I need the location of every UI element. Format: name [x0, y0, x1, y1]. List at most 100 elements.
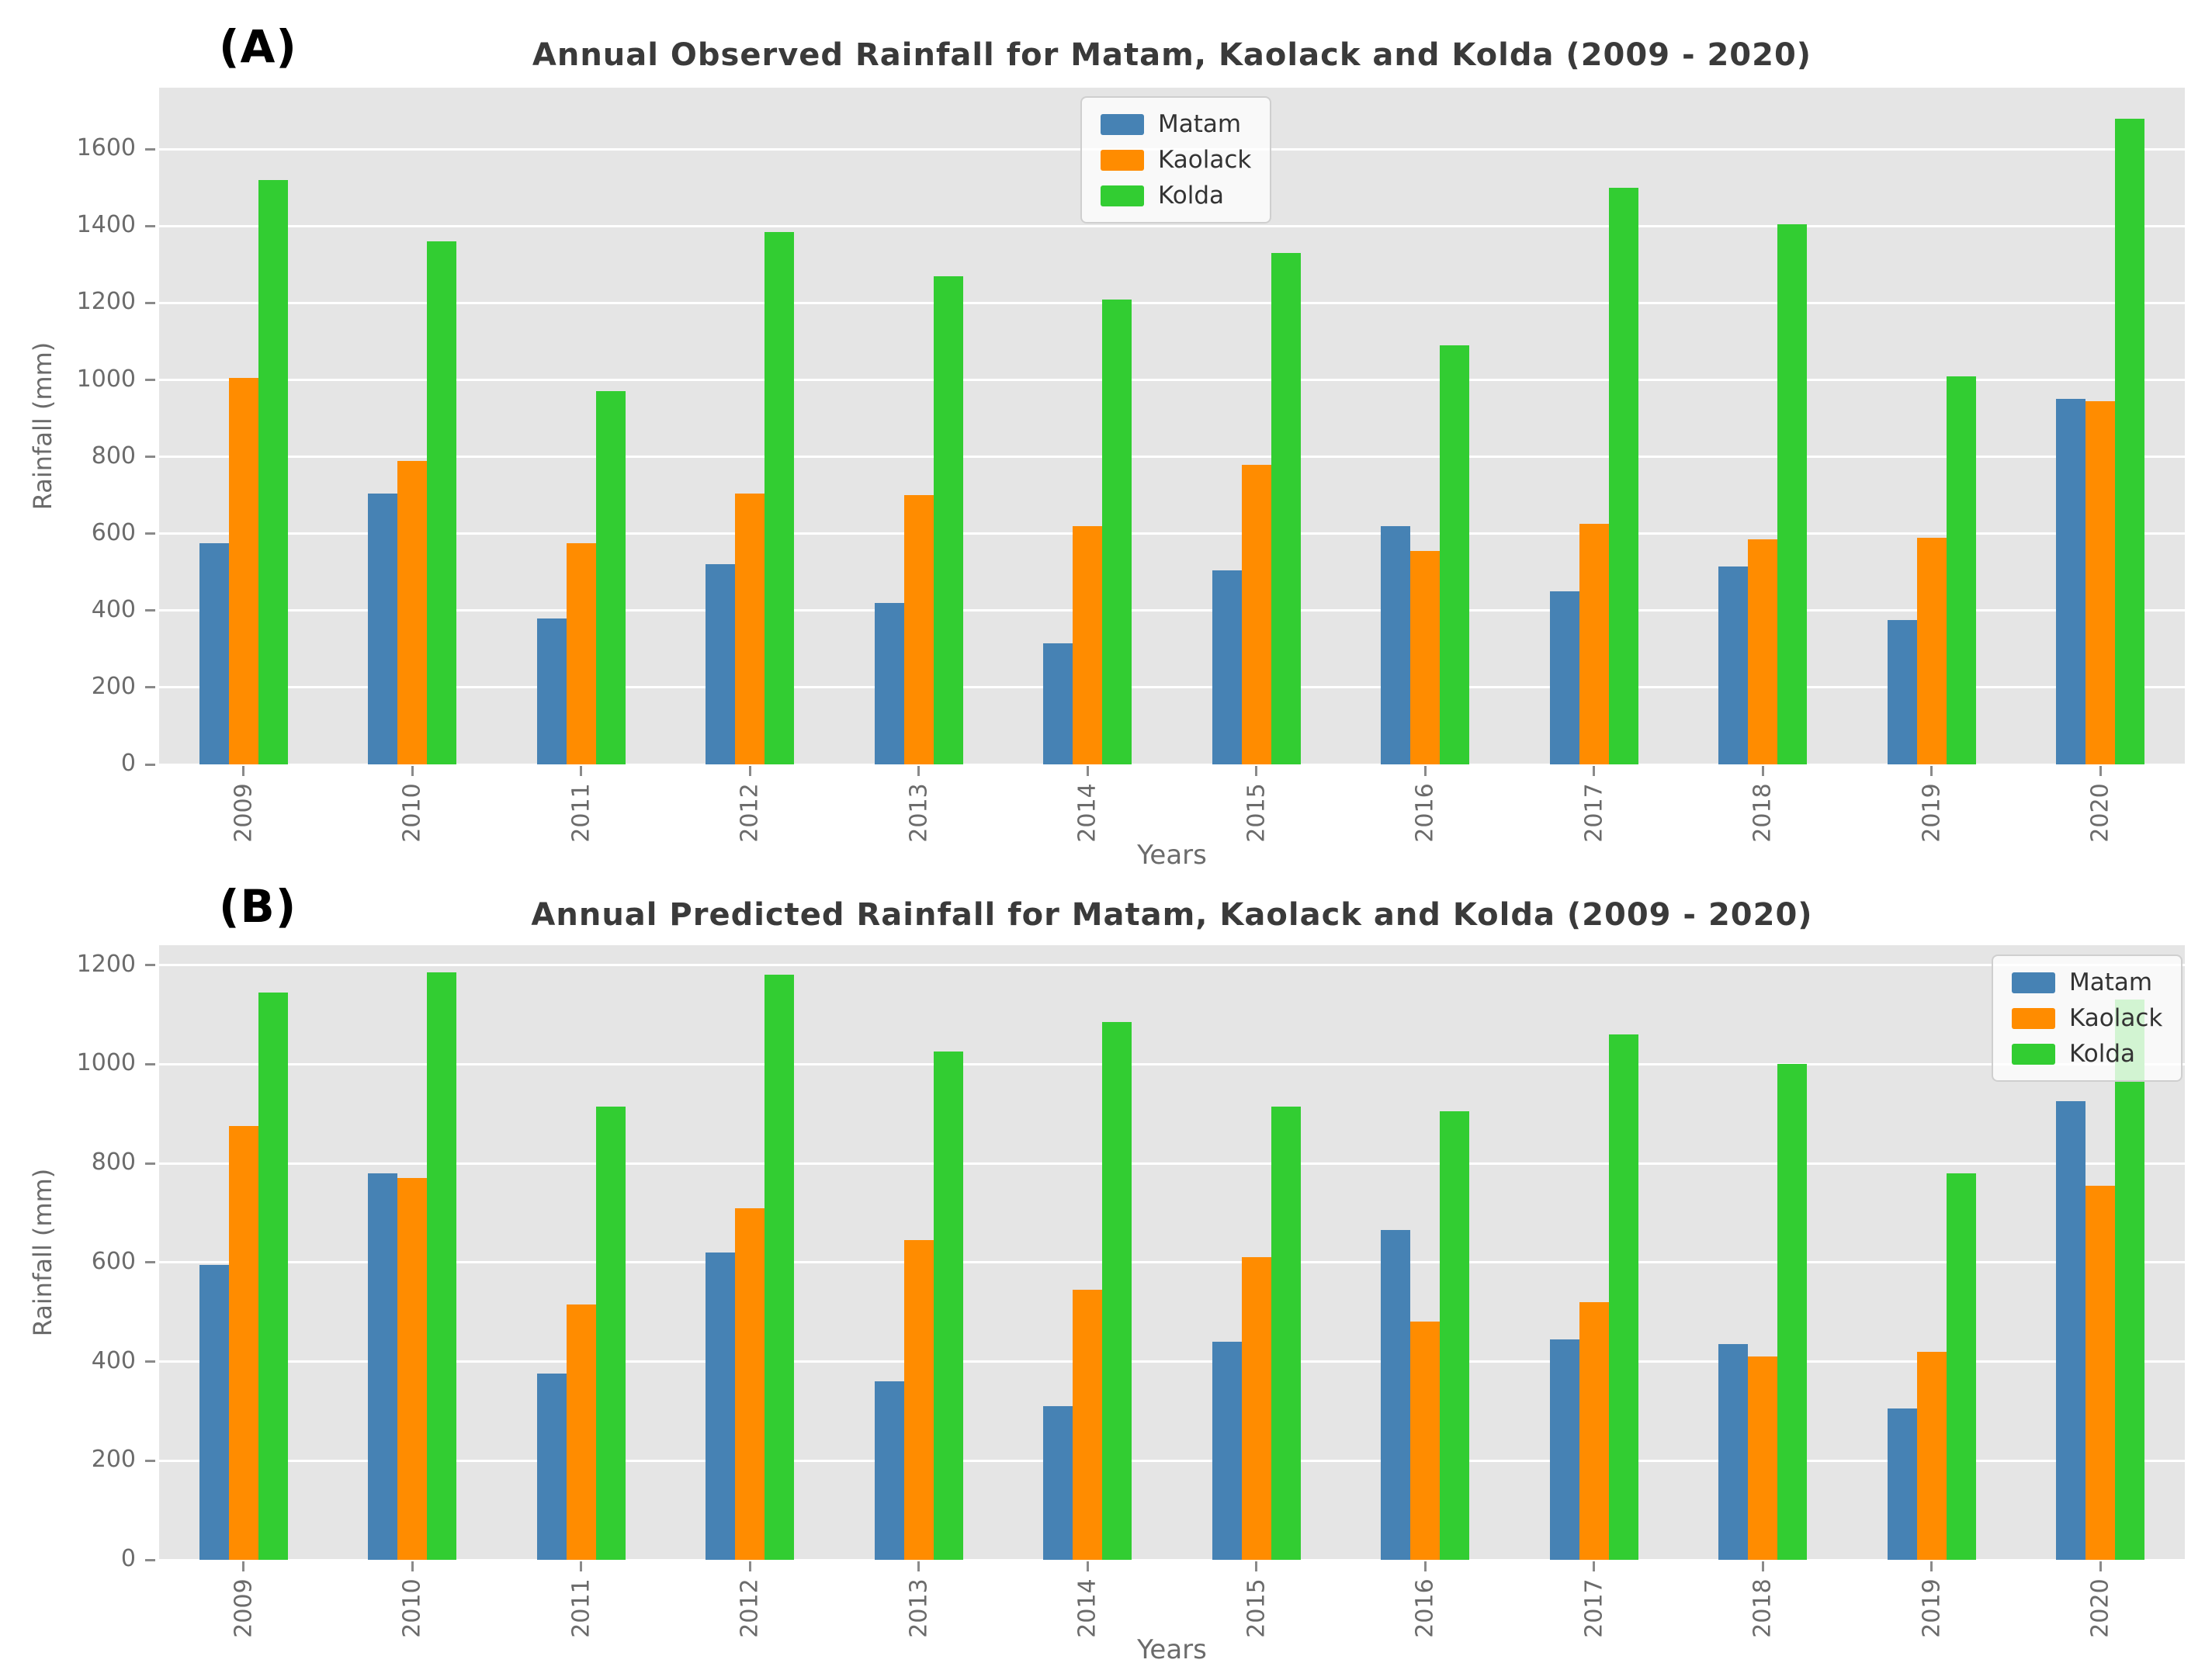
x-tick-label: 2009: [230, 1578, 258, 1638]
y-tick-mark: [145, 456, 155, 459]
bar-matam-2011: [536, 1374, 567, 1560]
x-tick-mark: [1761, 766, 1764, 776]
y-tick-mark: [145, 1162, 155, 1165]
bar-matam-2015: [1212, 570, 1242, 764]
bar-kolda-2010: [427, 241, 457, 764]
x-tick-mark: [411, 1561, 414, 1571]
bar-matam-2014: [1043, 1406, 1073, 1560]
x-tick-label: 2018: [1749, 1578, 1777, 1638]
x-tick-label: 2016: [1411, 783, 1439, 843]
x-tick-mark: [1255, 1561, 1258, 1571]
bar-kolda-2013: [933, 1052, 963, 1560]
legend-swatch-kolda: [2012, 1043, 2055, 1065]
bar-matam-2017: [1549, 591, 1579, 764]
bar-kolda-2011: [595, 1106, 626, 1560]
chart-title-observed: Annual Observed Rainfall for Matam, Kaol…: [532, 37, 1812, 73]
bar-kaolack-2009: [228, 378, 258, 764]
gridline: [159, 224, 2185, 227]
x-tick-label: 2011: [567, 783, 595, 843]
y-tick-mark: [145, 1459, 155, 1462]
x-tick-mark: [2099, 1561, 2102, 1571]
legend-swatch-kolda: [1101, 185, 1144, 206]
y-tick-mark: [145, 379, 155, 382]
bar-kolda-2017: [1608, 187, 1638, 764]
y-tick-label: 1000: [76, 365, 136, 393]
bar-kolda-2009: [258, 992, 288, 1560]
bar-kolda-2010: [427, 972, 457, 1560]
x-tick-mark: [1423, 766, 1427, 776]
bar-kaolack-2009: [228, 1126, 258, 1560]
legend-predicted: Matam Kaolack Kolda: [1992, 955, 2183, 1082]
bar-matam-2009: [199, 543, 229, 764]
bar-kolda-2016: [1440, 1110, 1470, 1560]
bar-kaolack-2012: [735, 1207, 765, 1560]
legend-label-kaolack: Kaolack: [1158, 146, 1252, 174]
legend-observed: Matam Kaolack Kolda: [1080, 96, 1272, 223]
y-tick-label: 800: [91, 1149, 136, 1176]
bar-kolda-2017: [1608, 1034, 1638, 1560]
x-tick-mark: [748, 1561, 751, 1571]
x-tick-mark: [580, 766, 583, 776]
x-tick-mark: [242, 766, 245, 776]
x-tick-label: 2020: [2086, 1578, 2114, 1638]
x-tick-mark: [580, 1561, 583, 1571]
bar-kolda-2012: [764, 231, 795, 764]
x-tick-label: 2009: [230, 783, 258, 843]
bar-kaolack-2020: [2085, 1185, 2116, 1560]
bar-kaolack-2013: [903, 1240, 934, 1560]
bar-matam-2010: [368, 1173, 398, 1560]
x-tick-label: 2018: [1749, 783, 1777, 843]
legend-entry-matam: Matam: [1101, 110, 1251, 138]
y-tick-label: 1200: [76, 950, 136, 978]
bar-kolda-2014: [1102, 1022, 1132, 1560]
y-tick-label: 800: [91, 442, 136, 469]
x-tick-label: 2016: [1411, 1578, 1439, 1638]
y-tick-label: 600: [91, 1247, 136, 1275]
gridline: [159, 964, 2185, 967]
bar-matam-2013: [874, 1381, 904, 1560]
legend-swatch-matam: [2012, 972, 2055, 993]
bar-kaolack-2017: [1579, 1301, 1609, 1560]
bar-kolda-2009: [258, 179, 288, 764]
x-tick-label: 2013: [905, 1578, 933, 1638]
legend-label-kaolack: Kaolack: [2069, 1004, 2163, 1032]
x-tick-label: 2010: [398, 783, 426, 843]
bar-kolda-2019: [1946, 1173, 1976, 1560]
bar-kaolack-2013: [903, 495, 934, 764]
bar-kolda-2015: [1271, 1106, 1301, 1560]
y-tick-mark: [145, 964, 155, 967]
bar-kaolack-2020: [2085, 400, 2116, 764]
x-tick-mark: [1930, 1561, 1933, 1571]
gridline: [159, 1261, 2185, 1264]
bar-kaolack-2014: [1073, 1289, 1103, 1560]
x-tick-label: 2012: [736, 783, 764, 843]
legend-label-matam: Matam: [2069, 968, 2153, 996]
legend-label-matam: Matam: [1158, 110, 1242, 138]
y-tick-mark: [145, 763, 155, 766]
bar-kolda-2020: [2115, 1000, 2145, 1560]
x-tick-mark: [917, 766, 921, 776]
y-tick-mark: [145, 1261, 155, 1264]
gridline: [159, 301, 2185, 304]
bar-kaolack-2011: [566, 1304, 596, 1560]
bar-kaolack-2018: [1748, 1356, 1778, 1560]
y-tick-mark: [145, 147, 155, 151]
legend-entry-kolda: Kolda: [1101, 182, 1251, 210]
x-tick-label: 2014: [1073, 1578, 1101, 1638]
y-tick-label: 1000: [76, 1049, 136, 1077]
y-tick-label: 0: [120, 1545, 136, 1572]
bar-kaolack-2014: [1073, 525, 1103, 764]
legend-entry-kaolack: Kaolack: [1101, 146, 1251, 174]
x-tick-label: 2012: [736, 1578, 764, 1638]
y-tick-label: 200: [91, 672, 136, 700]
x-tick-label: 2015: [1243, 783, 1271, 843]
gridline: [159, 609, 2185, 612]
bar-matam-2012: [706, 564, 736, 764]
y-tick-mark: [145, 686, 155, 689]
bar-kaolack-2015: [1241, 464, 1271, 764]
legend-label-kolda: Kolda: [1158, 182, 1225, 210]
bar-matam-2010: [368, 493, 398, 764]
gridline: [159, 763, 2185, 766]
x-tick-mark: [2099, 766, 2102, 776]
